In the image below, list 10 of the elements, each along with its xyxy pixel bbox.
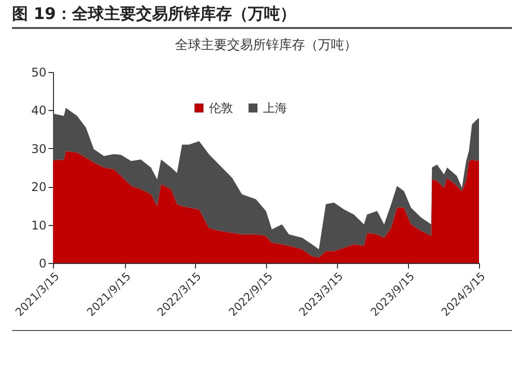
y-tick-label: 30 [31, 142, 46, 156]
y-tick-label: 10 [31, 218, 46, 232]
chart-subtitle: 全球主要交易所锌库存（万吨） [175, 37, 357, 53]
y-tick-label: 50 [31, 66, 46, 80]
y-tick-label: 40 [31, 104, 46, 118]
legend-label: 上海 [263, 101, 287, 115]
legend-label: 伦敦 [209, 101, 233, 115]
y-tick-label: 0 [38, 256, 46, 270]
y-tick-label: 20 [31, 180, 46, 194]
chart-title: 图 19：全球主要交易所锌库存（万吨） [12, 4, 512, 29]
